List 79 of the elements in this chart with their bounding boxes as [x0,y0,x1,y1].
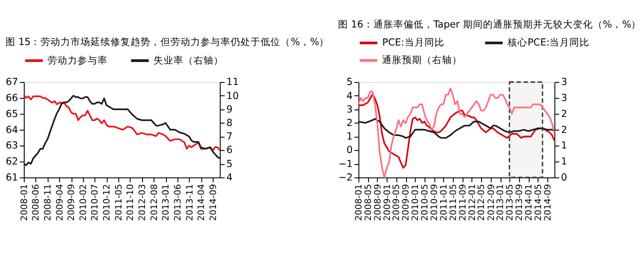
x-tick-label: 2014-09 [543,184,554,221]
x-tick-label: 2008-01 [354,184,364,221]
x-tick-label: 2012-09 [486,184,497,221]
y2-tick-label: 10 [226,90,239,102]
y-tick-label: 5 [346,77,353,88]
x-tick-label: 2008-11 [44,184,54,221]
chart-title: 图 15：劳动力市场延续修复趋势，但劳动力参与率仍处于低位（%，%） [5,36,330,48]
y2-tick-label: 5 [226,158,233,170]
x-tick-label: 2010-02 [79,184,90,221]
y-tick-label: 4 [346,90,353,102]
line-series [23,94,221,152]
x-tick-label: 2008-09 [373,184,384,221]
x-tick-label: 2010-07 [90,184,101,221]
y2-tick-label: 6 [226,145,233,156]
x-tick-label: 2008-06 [32,184,42,221]
y2-tick-label: 0 [560,172,568,184]
y-tick-label: 62 [6,156,18,168]
y-tick-label: 63 [6,140,18,152]
y2-tick-label: 1 [560,140,568,152]
x-tick-label: 2011-05 [448,184,459,221]
x-tick-label: 2009-04 [55,184,66,221]
y-tick-label: 66 [6,93,18,104]
chart-title: 图 16：通胀率偏低，Taper 期间的通胀预期并无较大变化（%，%） [338,18,640,30]
x-tick-label: 2013-01 [162,184,172,221]
y-tick-label: 1 [346,132,353,143]
y2-tick-label: 9 [226,104,233,116]
y-tick-label: 2 [346,118,353,129]
x-tick-label: 2012-08 [150,184,160,221]
x-tick-label: 2009-05 [392,184,402,221]
x-tick-label: 2009-09 [402,184,412,221]
x-tick-label: 2013-05 [506,184,516,221]
x-tick-label: 2013-01 [496,184,506,221]
legend-label: PCE:当月同比 [382,36,444,49]
x-tick-label: 2014-09 [208,184,219,221]
x-tick-label: 2010-09 [430,184,440,221]
y2-tick-label: 8 [226,118,233,129]
line-series [23,94,221,166]
x-tick-label: 2014-05 [534,184,544,221]
x-tick-label: 2013-06 [173,184,184,221]
y2-tick-label: 11 [226,77,239,88]
x-tick-label: 2010-01 [411,184,422,221]
y2-tick-label: 1 [560,156,568,168]
y-tick-label: 64 [6,124,18,136]
y-tick-label: 61 [6,172,18,184]
y2-tick-label: 7 [226,132,233,143]
x-tick-label: 2008-01 [20,184,30,221]
x-tick-label: 2009-09 [67,184,78,221]
y-tick-label: 67 [6,77,18,88]
x-tick-label: 2011-01 [440,184,450,221]
y-tick-label: −2 [338,172,353,184]
x-tick-label: 2013-09 [515,184,526,221]
y2-tick-label: 4 [226,172,233,184]
legend-label: 失业率（右轴） [154,54,224,66]
y-tick-label: −1 [338,158,353,170]
x-tick-label: 2010-12 [102,184,113,221]
y-tick-label: 0 [346,145,353,156]
x-tick-label: 2011-10 [126,184,136,221]
y2-tick-label: 3 [560,93,568,104]
line-series [358,94,556,169]
line-series [358,118,556,139]
y-tick-label: 65 [6,108,18,120]
x-tick-label: 2012-05 [477,184,488,221]
x-tick-label: 2009-01 [382,184,393,221]
y-tick-label: 3 [346,104,353,116]
x-tick-label: 2014-04 [196,184,207,221]
x-tick-label: 2013-11 [185,184,196,221]
legend-label: 劳动力参与率 [48,54,108,66]
x-tick-label: 2008-05 [364,184,374,221]
x-tick-label: 2014-01 [524,184,535,221]
legend-label: 通胀预期（右轴） [382,54,462,66]
y2-tick-label: 2 [560,108,568,120]
x-tick-label: 2012-03 [138,184,148,221]
x-tick-label: 2011-05 [114,184,124,221]
legend-label: 核心PCE:当月同比 [506,36,590,49]
x-tick-label: 2011-09 [458,184,468,221]
x-tick-label: 2012-01 [468,184,478,221]
y2-tick-label: 3 [560,77,568,88]
x-tick-label: 2010-05 [420,184,431,221]
y2-tick-label: 2 [560,124,568,136]
